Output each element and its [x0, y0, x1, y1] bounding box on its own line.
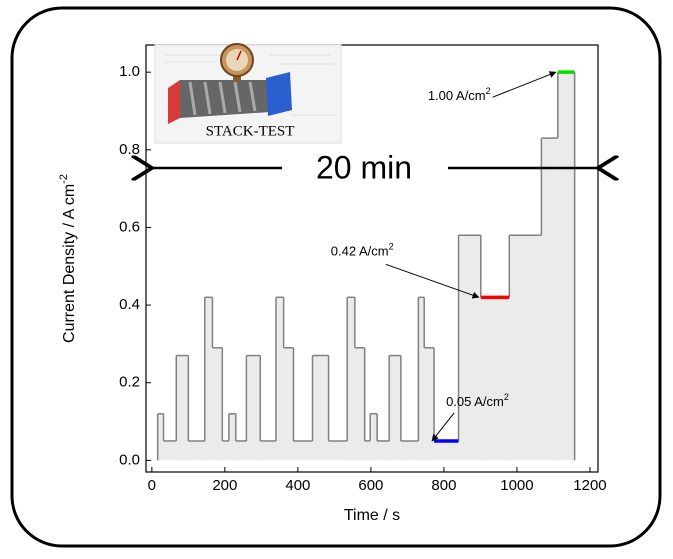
step-area	[188, 440, 205, 461]
annotation-arrow	[385, 263, 480, 299]
logo-plates	[188, 81, 257, 116]
x-tick-label: 400	[285, 477, 310, 494]
logo: STACK-TEST	[154, 43, 342, 144]
y-tick-label: 0.0	[119, 451, 140, 468]
step-area	[328, 440, 348, 461]
step-area	[370, 413, 378, 461]
step-area	[157, 413, 164, 461]
step-area	[400, 440, 419, 461]
logo-needle	[236, 50, 242, 61]
x-tick-label: 0	[148, 477, 156, 494]
y-axis-label-text: Current Density / A cm	[61, 184, 78, 343]
step-area	[293, 440, 313, 461]
step-area	[176, 355, 189, 461]
x-tick-label: 1200	[573, 477, 606, 494]
step-area	[354, 347, 365, 461]
step-area	[212, 347, 223, 461]
annotation-sup: 2	[486, 87, 491, 97]
step-area	[434, 440, 459, 461]
step-area	[235, 440, 247, 461]
annotation-arrow	[431, 412, 455, 442]
logo-text: STACK-TEST	[206, 123, 295, 139]
y-axis-label-sup: -2	[58, 174, 70, 184]
logo-stack	[180, 80, 270, 118]
step-area	[347, 297, 355, 461]
step-area	[480, 297, 510, 461]
step-area	[246, 355, 261, 461]
step-area	[364, 440, 371, 461]
step-area	[283, 347, 294, 461]
annotation-sup: 2	[389, 242, 394, 252]
step-area	[222, 440, 229, 461]
x-tick-label: 800	[431, 477, 456, 494]
y-tick-label: 0.6	[119, 218, 140, 235]
step-area	[424, 347, 435, 461]
step-area	[377, 440, 390, 461]
step-area	[260, 440, 276, 461]
step-area	[509, 235, 542, 461]
annotation-label: 1.00 A/cm2	[428, 87, 491, 104]
span-annotation: 20 min	[152, 148, 598, 190]
step-area	[418, 297, 425, 461]
y-tick-label: 0.4	[119, 296, 140, 313]
step-area	[541, 138, 558, 461]
annotation-label: 0.05 A/cm2	[446, 392, 509, 409]
annotation-sup: 2	[504, 392, 509, 402]
annotation-label: 0.42 A/cm2	[331, 242, 394, 259]
annotation-text: 1.00 A/cm	[428, 89, 486, 104]
y-tick-label: 1.0	[119, 63, 140, 80]
logo-blue	[266, 72, 292, 116]
step-area	[275, 297, 284, 461]
span-label-bg	[284, 148, 446, 190]
x-tick-label: 600	[358, 477, 383, 494]
logo-red	[168, 80, 180, 124]
y-axis-label: Current Density / A cm-2	[58, 174, 78, 343]
x-tick-label: 200	[212, 477, 237, 494]
step-area	[204, 297, 213, 461]
annotation-text: 0.05 A/cm	[446, 394, 504, 409]
y-tick-label: 0.8	[119, 141, 140, 158]
step-area	[557, 72, 575, 461]
y-tick-label: 0.2	[119, 374, 140, 391]
x-axis-label: Time / s	[344, 507, 400, 524]
annotation-text: 0.42 A/cm	[331, 244, 389, 259]
step-area	[228, 413, 236, 461]
step-area	[312, 355, 329, 461]
x-tick-label: 1000	[500, 477, 533, 494]
axes-box	[145, 44, 599, 473]
span-label: 20 min	[316, 149, 412, 185]
annotation-arrow	[492, 71, 557, 98]
step-area	[163, 440, 177, 461]
step-area	[389, 355, 401, 461]
step-area	[458, 235, 481, 461]
